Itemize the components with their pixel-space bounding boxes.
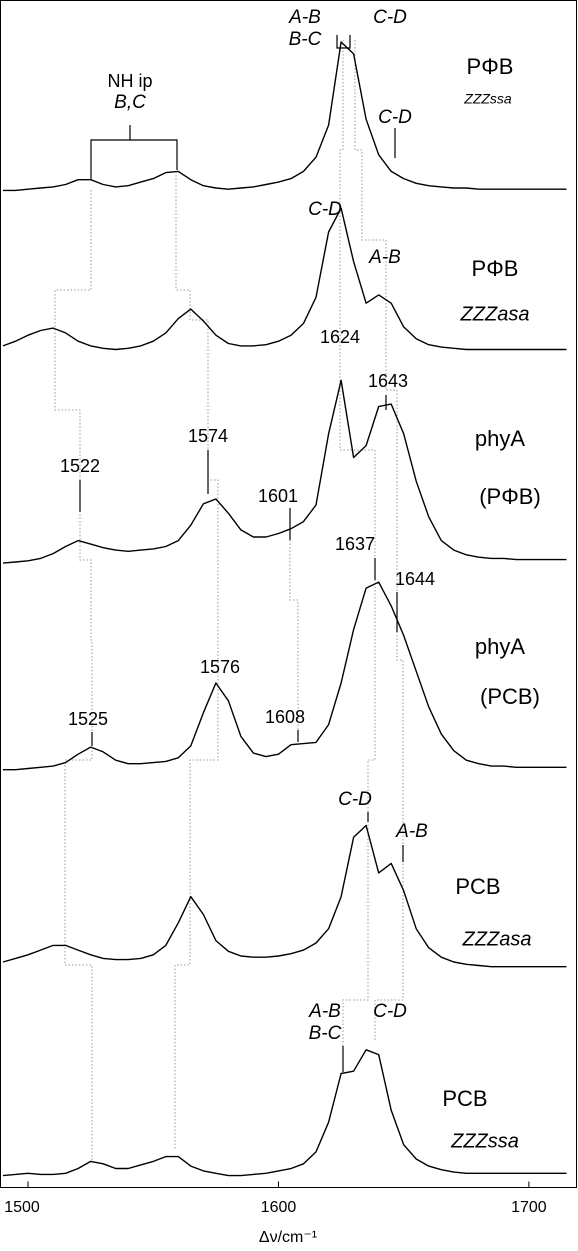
annotation: 1637	[335, 534, 375, 554]
annotation: (PCB)	[480, 684, 540, 709]
annotation: ZZZasa	[462, 928, 532, 950]
annotation: 1576	[200, 657, 240, 677]
spectrum	[2, 207, 567, 351]
annotation: B,C	[114, 92, 146, 113]
leaders	[79, 35, 404, 1072]
annotation: 1644	[395, 569, 435, 589]
bracket	[90, 139, 178, 180]
annotation: 1608	[265, 707, 305, 727]
spectrum	[2, 1049, 567, 1177]
annotation: PΦB	[467, 54, 514, 79]
spectrum	[3, 581, 567, 771]
annotation: ZZZssa	[463, 91, 512, 107]
annotation: 1574	[188, 426, 228, 446]
annotation: PCB	[442, 1086, 487, 1111]
annotation: C-D	[373, 7, 407, 28]
connectors	[54, 40, 404, 1160]
x-tick-label: 1700	[511, 1199, 547, 1216]
annotation: B-C	[289, 29, 322, 50]
annotation: ZZZasa	[460, 303, 530, 325]
annotation: A-B	[368, 247, 401, 268]
annotation: A-B	[288, 7, 321, 28]
connector	[289, 540, 299, 735]
annotation: 1525	[68, 709, 108, 729]
connector	[339, 40, 376, 1060]
spectrum	[3, 41, 567, 192]
x-axis-label: Δν/cm⁻¹	[259, 1229, 317, 1246]
connector	[54, 190, 93, 1160]
annotation: NH ip	[107, 71, 152, 91]
annotation: C-D	[338, 789, 372, 810]
annotation: ZZZssa	[450, 1130, 519, 1152]
spectrum	[2, 379, 567, 564]
annotation: A-B	[308, 1001, 341, 1022]
annotation: 1522	[60, 456, 100, 476]
annotation: 1624	[320, 327, 360, 347]
annotation: phyA	[475, 426, 525, 451]
annotation: phyA	[475, 634, 525, 659]
annotation: PΦB	[472, 256, 519, 281]
annotation: B-C	[309, 1023, 342, 1044]
annotation: A-B	[395, 821, 428, 842]
annotation: C-D	[308, 199, 342, 220]
annotation: C-D	[378, 107, 412, 128]
annotation: 1601	[258, 486, 298, 506]
annotation: PCB	[455, 874, 500, 899]
x-tick-label: 1600	[261, 1199, 297, 1216]
x-tick-label: 1500	[4, 1199, 40, 1216]
bracket	[336, 35, 351, 49]
annotation: (PΦB)	[479, 484, 541, 509]
annotation: C-D	[373, 1001, 407, 1022]
annotation: 1643	[368, 371, 408, 391]
plot-frame	[0, 0, 577, 1188]
spectrum	[2, 824, 567, 968]
